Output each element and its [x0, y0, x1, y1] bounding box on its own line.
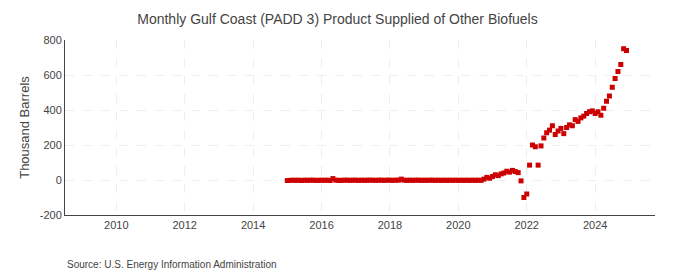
svg-text:2018: 2018 — [378, 219, 402, 231]
svg-text:200: 200 — [43, 139, 61, 151]
svg-text:800: 800 — [43, 34, 61, 46]
svg-text:2016: 2016 — [309, 219, 333, 231]
svg-text:400: 400 — [43, 104, 61, 116]
svg-text:2012: 2012 — [172, 219, 196, 231]
svg-text:Thousand Barrels: Thousand Barrels — [17, 76, 32, 179]
svg-text:2010: 2010 — [104, 219, 128, 231]
svg-text:2022: 2022 — [514, 219, 538, 231]
svg-text:Monthly Gulf Coast (PADD 3) Pr: Monthly Gulf Coast (PADD 3) Product Supp… — [137, 11, 537, 27]
svg-text:600: 600 — [43, 69, 61, 81]
svg-text:0: 0 — [56, 174, 62, 186]
svg-text:2020: 2020 — [446, 219, 470, 231]
svg-text:2014: 2014 — [241, 219, 265, 231]
svg-text:Source: U.S. Energy Informatio: Source: U.S. Energy Information Administ… — [67, 259, 277, 270]
svg-text:2024: 2024 — [583, 219, 607, 231]
svg-text:-200: -200 — [40, 209, 62, 221]
